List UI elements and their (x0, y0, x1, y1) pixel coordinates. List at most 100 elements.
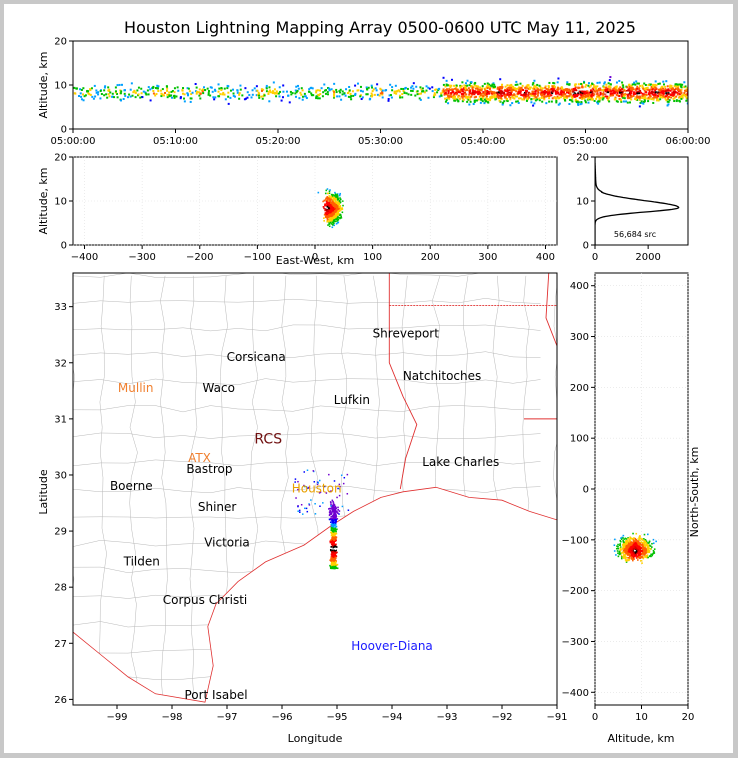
time-altitude-point (411, 85, 414, 88)
time-altitude-point (622, 84, 625, 87)
time-altitude-point (360, 89, 363, 92)
time-altitude-point (636, 87, 639, 90)
time-altitude-point (130, 82, 133, 85)
time-altitude-point (294, 95, 297, 98)
time-altitude-point (627, 84, 630, 87)
time-altitude-point (463, 95, 466, 98)
east-west-point (326, 188, 329, 190)
map-source-point (317, 482, 319, 484)
time-altitude-point (678, 99, 681, 102)
time-altitude-point (614, 96, 617, 99)
north-south-point (622, 537, 624, 539)
time-altitude-point (445, 79, 448, 82)
time-altitude-point (506, 93, 509, 96)
north-south-point (623, 543, 626, 546)
time-altitude-point (194, 83, 197, 86)
time-altitude-point (577, 101, 580, 104)
city-label: Corsicana (227, 350, 286, 364)
north-south-point (648, 544, 651, 547)
time-altitude-point (461, 88, 464, 91)
north-south-point (639, 557, 642, 559)
map-source-point (333, 537, 336, 540)
city-label: Bastrop (186, 462, 232, 476)
time-altitude-point (639, 84, 642, 87)
east-west-point (328, 199, 331, 202)
north-south-point (648, 551, 651, 554)
north-south-point (637, 553, 640, 556)
time-altitude-point (668, 95, 671, 98)
north-south-point (634, 553, 637, 556)
time-altitude-point (548, 97, 551, 100)
time-altitude-point (559, 91, 562, 94)
time-altitude-point (538, 84, 541, 87)
east-west-x-tick-label: −200 (186, 252, 213, 263)
north-south-point (619, 546, 622, 548)
time-altitude-point (152, 89, 155, 92)
time-altitude-point (673, 100, 676, 103)
time-altitude-point (467, 98, 470, 101)
north-south-point (632, 555, 635, 558)
time-altitude-point (455, 93, 458, 96)
north-south-point (627, 552, 629, 554)
north-south-point (645, 548, 648, 551)
time-altitude-point (532, 94, 535, 97)
north-south-point (645, 551, 648, 554)
north-south-point (632, 532, 634, 535)
time-altitude-point (581, 86, 584, 89)
time-altitude-point (633, 82, 636, 85)
time-altitude-point (120, 99, 123, 102)
time-altitude-point (652, 101, 655, 104)
map-source-point (331, 561, 333, 564)
time-altitude-point (580, 102, 583, 105)
time-altitude-point (92, 97, 95, 100)
time-altitude-point (532, 97, 535, 100)
north-south-point (625, 552, 627, 555)
time-altitude-point (547, 93, 550, 96)
time-altitude-point (473, 93, 476, 96)
time-altitude-point (412, 87, 415, 90)
time-altitude-point (492, 86, 495, 89)
north-south-point (648, 541, 650, 544)
time-altitude-point (596, 90, 599, 93)
east-west-point (336, 200, 339, 203)
time-altitude-point (622, 100, 625, 103)
map-source-point (335, 515, 337, 518)
east-west-point (334, 205, 336, 208)
time-altitude-point (91, 95, 94, 98)
time-altitude-point (265, 84, 268, 87)
map-source-point (330, 553, 333, 556)
time-altitude-point (214, 96, 217, 99)
city-label: Hoover-Diana (351, 639, 433, 653)
time-altitude-point (460, 88, 463, 91)
north-south-point (641, 539, 644, 541)
map-source-point (332, 550, 335, 553)
map-source-point (330, 543, 333, 546)
north-south-xlabel: Altitude, km (607, 732, 674, 745)
time-altitude-point (666, 104, 669, 107)
north-south-point (624, 549, 627, 552)
time-altitude-point (505, 94, 508, 97)
east-west-point (332, 194, 334, 196)
time-altitude-point (553, 85, 556, 88)
time-altitude-point (664, 97, 667, 100)
time-altitude-point (209, 94, 212, 97)
map-source-point (334, 565, 337, 568)
time-altitude-point (534, 96, 537, 99)
time-altitude-point (107, 86, 110, 89)
time-altitude-point (419, 98, 422, 101)
time-altitude-point (638, 87, 641, 90)
time-altitude-point (591, 82, 594, 85)
map-source-point (334, 563, 337, 565)
time-altitude-point (327, 93, 330, 96)
time-altitude-point (635, 98, 638, 101)
time-altitude-point (97, 91, 100, 94)
north-south-point (636, 540, 639, 542)
time-altitude-point (80, 88, 83, 91)
time-altitude-point (587, 101, 590, 104)
time-altitude-point (596, 93, 599, 96)
time-altitude-point (486, 91, 489, 94)
north-south-point (613, 550, 616, 552)
time-altitude-point (210, 86, 213, 89)
map-source-point (331, 544, 334, 547)
time-altitude-point (491, 90, 494, 93)
